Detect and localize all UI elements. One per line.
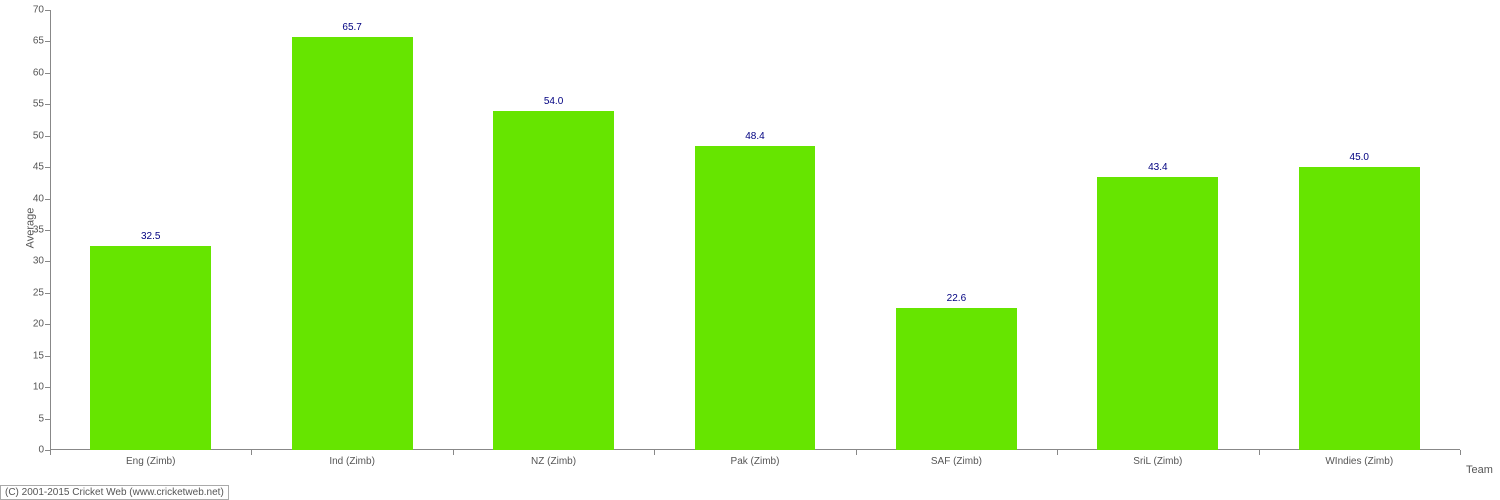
y-tick-label: 10	[33, 382, 50, 393]
y-tick-label: 0	[38, 445, 50, 456]
bar-slot: 32.5Eng (Zimb)	[50, 10, 251, 450]
y-tick-label: 60	[33, 67, 50, 78]
bar: 48.4	[695, 146, 816, 450]
x-tick-mark	[856, 450, 857, 455]
y-axis-title: Average	[24, 208, 36, 249]
bar-slot: 48.4Pak (Zimb)	[654, 10, 855, 450]
x-axis-title: Team	[1466, 464, 1493, 476]
y-tick-label: 30	[33, 256, 50, 267]
x-tick-mark	[1057, 450, 1058, 455]
bars-group: 32.5Eng (Zimb)65.7Ind (Zimb)54.0NZ (Zimb…	[50, 10, 1460, 450]
bar-slot: 54.0NZ (Zimb)	[453, 10, 654, 450]
bar-slot: 45.0WIndies (Zimb)	[1259, 10, 1460, 450]
x-tick-label: Eng (Zimb)	[126, 450, 175, 467]
bar-value-label: 32.5	[141, 231, 160, 242]
y-tick-label: 45	[33, 162, 50, 173]
bar: 65.7	[292, 37, 413, 450]
x-tick-mark	[50, 450, 51, 455]
x-tick-label: WIndies (Zimb)	[1325, 450, 1393, 467]
bar: 43.4	[1097, 177, 1218, 450]
y-tick-label: 70	[33, 5, 50, 16]
bar-slot: 65.7Ind (Zimb)	[251, 10, 452, 450]
y-tick-label: 15	[33, 350, 50, 361]
y-tick-label: 5	[38, 413, 50, 424]
x-tick-label: Ind (Zimb)	[329, 450, 375, 467]
chart-container: 0510152025303540455055606570 32.5Eng (Zi…	[0, 0, 1500, 500]
bar-value-label: 65.7	[342, 22, 361, 33]
bar: 22.6	[896, 308, 1017, 450]
y-tick-label: 55	[33, 99, 50, 110]
x-tick-label: SAF (Zimb)	[931, 450, 982, 467]
y-tick-label: 65	[33, 36, 50, 47]
bar: 32.5	[90, 246, 211, 450]
bar: 45.0	[1299, 167, 1420, 450]
bar-slot: 22.6SAF (Zimb)	[856, 10, 1057, 450]
y-tick-label: 25	[33, 287, 50, 298]
x-tick-mark	[1259, 450, 1260, 455]
x-tick-label: NZ (Zimb)	[531, 450, 576, 467]
y-tick-label: 20	[33, 319, 50, 330]
y-tick-label: 40	[33, 193, 50, 204]
bar-value-label: 45.0	[1350, 152, 1369, 163]
bar-value-label: 43.4	[1148, 162, 1167, 173]
bar-value-label: 48.4	[745, 131, 764, 142]
bar-slot: 43.4SriL (Zimb)	[1057, 10, 1258, 450]
bar: 54.0	[493, 111, 614, 450]
plot-area: 0510152025303540455055606570 32.5Eng (Zi…	[50, 10, 1460, 450]
y-tick-label: 50	[33, 130, 50, 141]
bar-value-label: 54.0	[544, 96, 563, 107]
x-tick-mark	[654, 450, 655, 455]
x-tick-mark	[1460, 450, 1461, 455]
x-tick-label: SriL (Zimb)	[1133, 450, 1182, 467]
x-tick-mark	[251, 450, 252, 455]
x-tick-label: Pak (Zimb)	[731, 450, 780, 467]
bar-value-label: 22.6	[947, 293, 966, 304]
x-tick-mark	[453, 450, 454, 455]
copyright-label: (C) 2001-2015 Cricket Web (www.cricketwe…	[0, 485, 229, 500]
